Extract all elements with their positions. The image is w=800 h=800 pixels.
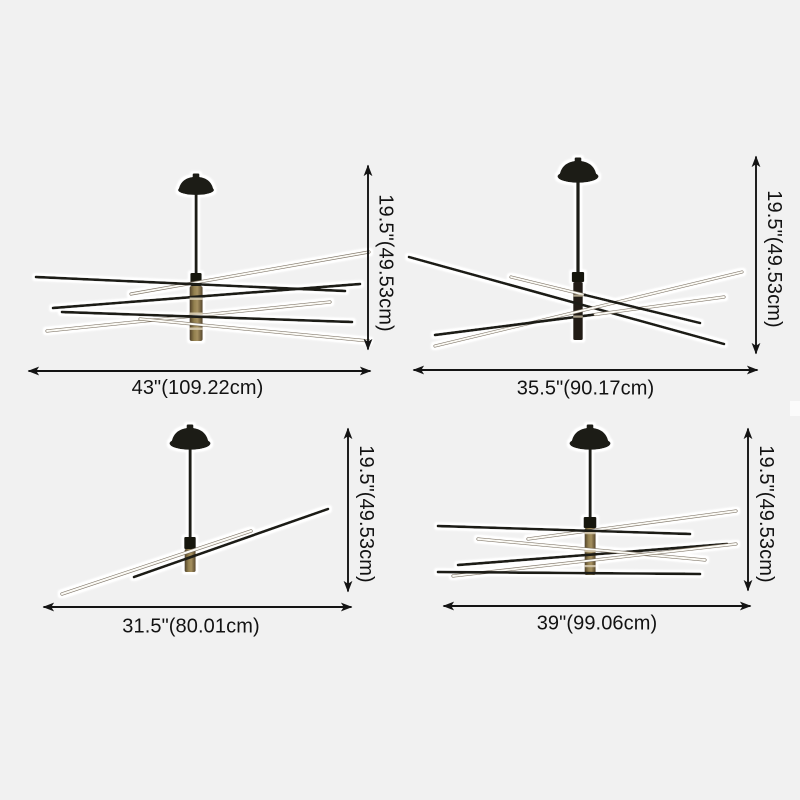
light-rod-white	[60, 529, 253, 596]
light-rod-black	[436, 570, 702, 576]
product-35in: 19.5"(49.53cm) 35.5"(90.17cm)	[407, 155, 785, 400]
connector-block	[571, 272, 585, 282]
height-label: 19.5"(49.53cm)	[755, 445, 777, 582]
light-rod-black	[60, 310, 354, 324]
hanging-rod	[194, 194, 198, 274]
height-label: 19.5"(49.53cm)	[355, 445, 377, 582]
hanging-rod	[188, 448, 192, 537]
light-rod-white	[594, 296, 725, 316]
connector-block	[184, 537, 196, 549]
width-dimension-31in: 31.5"(80.01cm)	[42, 602, 353, 638]
chandelier-drawing-31in	[60, 424, 330, 596]
column-band	[189, 312, 203, 315]
light-rod-white	[477, 538, 706, 561]
chandelier-drawing-43in	[34, 173, 371, 343]
canopy-base	[178, 185, 214, 195]
height-dimension-31in: 19.5"(49.53cm)	[343, 427, 377, 593]
column-band	[189, 327, 203, 330]
width-label: 31.5"(80.01cm)	[122, 616, 259, 638]
light-rod-black	[456, 542, 729, 567]
light-rod-white	[139, 318, 370, 342]
connector-block	[583, 517, 597, 528]
edge-artifact	[790, 401, 800, 416]
light-rod-black	[407, 255, 726, 346]
canopy-base	[557, 170, 599, 183]
height-dimension-35in: 19.5"(49.53cm)	[751, 155, 785, 355]
canopy-base	[569, 437, 611, 450]
width-label: 43"(109.22cm)	[132, 377, 264, 399]
light-rod-black	[433, 313, 597, 337]
column-band	[189, 297, 203, 300]
column-band	[584, 532, 596, 535]
light-rod-white	[130, 251, 370, 295]
light-rod-white	[434, 271, 743, 347]
light-rod-black	[436, 524, 692, 536]
width-dimension-43in: 43"(109.22cm)	[27, 366, 372, 399]
light-rod-black	[51, 282, 362, 310]
width-dimension-35in: 35.5"(90.17cm)	[412, 365, 759, 400]
light-rod-white	[510, 276, 586, 296]
column-band	[573, 315, 583, 318]
chandelier-drawing-35in	[407, 157, 744, 348]
height-label: 19.5"(49.53cm)	[375, 194, 397, 331]
width-label: 39"(99.06cm)	[537, 613, 658, 635]
light-rod-white	[452, 543, 737, 577]
column-band	[584, 550, 596, 553]
hanging-rod	[588, 448, 592, 517]
chandelier-drawing-39in	[436, 424, 738, 578]
height-dimension-39in: 19.5"(49.53cm)	[743, 427, 777, 592]
height-label: 19.5"(49.53cm)	[763, 190, 785, 327]
product-39in: 19.5"(49.53cm) 39"(99.06cm)	[436, 424, 777, 635]
column-band	[584, 565, 596, 568]
width-dimension-39in: 39"(99.06cm)	[442, 601, 752, 635]
light-rod-black	[583, 293, 702, 325]
height-dimension-43in: 19.5"(49.53cm)	[363, 164, 397, 351]
column-band	[573, 294, 583, 297]
light-rod-white	[527, 510, 737, 540]
center-column	[184, 549, 196, 572]
product-43in: 19.5"(49.53cm) 43"(109.22cm)	[27, 164, 397, 399]
light-rod-black	[132, 507, 330, 579]
canopy-base	[169, 437, 211, 450]
product-31in: 19.5"(49.53cm) 31.5"(80.01cm)	[42, 424, 377, 638]
width-label: 35.5"(90.17cm)	[517, 378, 654, 400]
hanging-rod	[576, 181, 580, 272]
